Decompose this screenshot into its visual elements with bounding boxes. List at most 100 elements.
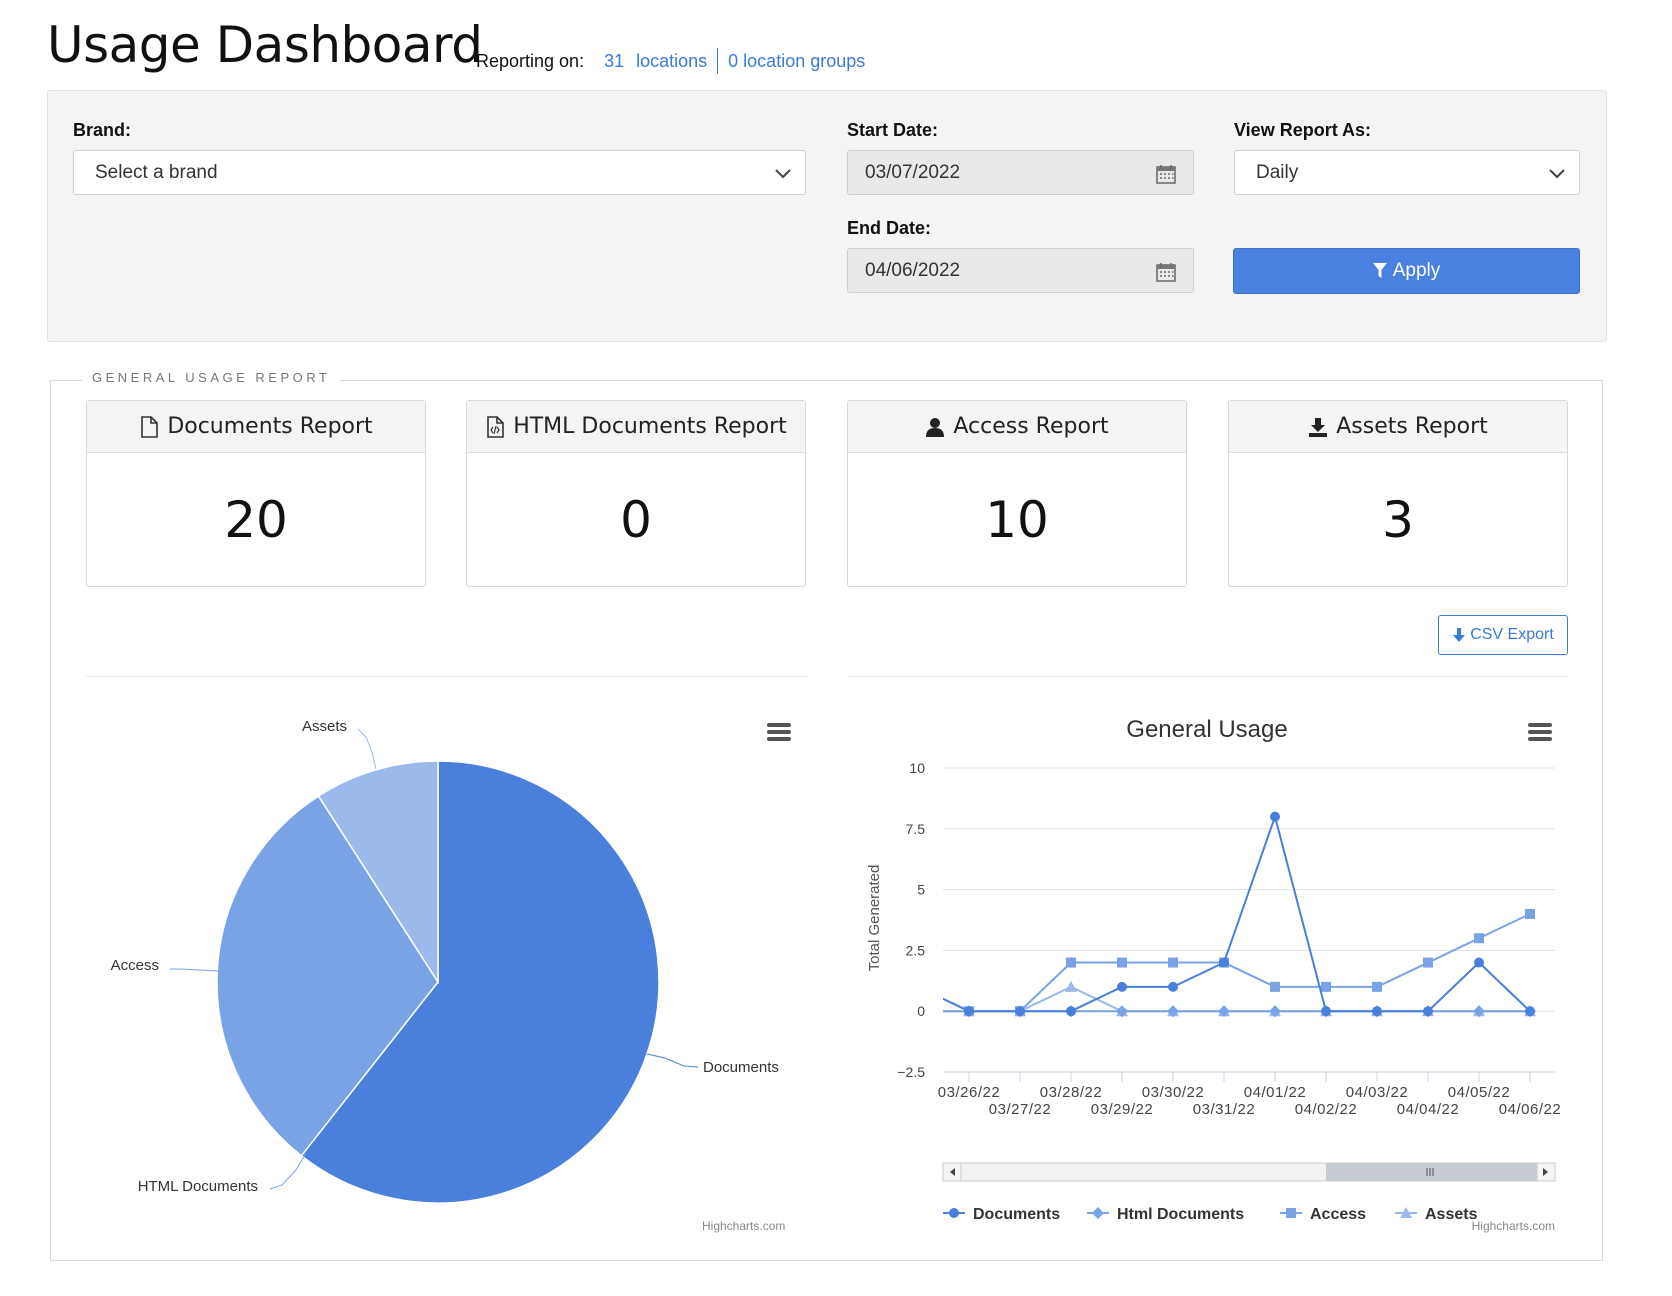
html-documents-point[interactable] [1269,1005,1281,1018]
y-tick-label: 5 [917,882,925,898]
divider [847,676,1568,677]
scrollbar-thumb[interactable] [1326,1163,1537,1181]
chart-scrollbar[interactable] [942,1162,1556,1182]
x-tick-label: 04/01/22 [1244,1084,1306,1101]
access-point[interactable] [1372,981,1382,992]
card-header: Assets Report [1229,401,1567,453]
documents-point[interactable] [1270,811,1280,822]
divider [717,48,719,74]
start-date-value: 03/07/2022 [865,161,961,183]
card-header: Documents Report [87,401,425,453]
html-documents-point[interactable] [1116,1005,1128,1018]
documents-point[interactable] [1219,957,1229,968]
pie-slice-documents[interactable] [300,760,660,1204]
x-tick-label: 04/03/22 [1346,1084,1408,1101]
line-chart-y-axis-title: Total Generated [866,865,883,972]
page-title: Usage Dashboard [47,16,483,74]
access-point[interactable] [1168,957,1178,968]
card-title: Access Report [953,414,1109,439]
line-credit[interactable]: Highcharts.com [1472,1219,1555,1233]
start-date-input[interactable]: 03/07/2022 [847,150,1194,195]
view-as-select[interactable]: Daily [1234,150,1580,195]
documents-point[interactable] [1372,1006,1382,1017]
access-point[interactable] [1423,957,1433,968]
locations-link[interactable]: locations [636,50,708,71]
pie-credit[interactable]: Highcharts.com [702,1219,785,1233]
x-tick-label: 03/29/22 [1091,1101,1153,1118]
legend-label: Access [1310,1206,1366,1223]
grip-icon [1426,1168,1434,1176]
documents-point[interactable] [1321,1006,1331,1017]
end-date-label: End Date: [847,218,932,238]
documents-point[interactable] [964,1006,974,1017]
html-documents-point[interactable] [1218,1005,1230,1018]
csv-export-button[interactable]: CSV Export [1438,615,1568,655]
line-chart: General Usage Total Generated 10 7.5 5 2.5 0 −2… [866,716,1561,1118]
card-value: 3 [1382,491,1414,549]
legend-label: Documents [973,1206,1060,1223]
line-chart-menu-icon[interactable] [1528,723,1552,741]
legend-assets-point[interactable] [1400,1207,1412,1218]
series-documents [943,811,1535,1017]
pie-slice-access[interactable] [216,795,439,1157]
filter-icon [1372,263,1387,278]
access-point[interactable] [1474,933,1484,944]
pie-connector-documents [646,1053,699,1068]
legend-access-point[interactable] [1286,1208,1296,1218]
access-point[interactable] [1117,957,1127,968]
pie-slice-assets[interactable] [317,760,439,985]
apply-button-label: Apply [1392,260,1441,281]
view-as-label: View Report As: [1234,120,1372,140]
legend-label: Assets [1425,1206,1478,1223]
html-documents-point[interactable] [1473,1005,1485,1018]
x-tick-label: 04/04/22 [1397,1101,1459,1118]
documents-point[interactable] [1015,1006,1025,1017]
documents-point[interactable] [1423,1006,1433,1017]
legend-item-assets[interactable]: Assets [1395,1206,1478,1223]
pie-chart: Documents HTML Documents Access Assets [111,718,779,1204]
access-report-card: Access Report 10 [847,400,1187,587]
y-tick-label: −2.5 [897,1064,925,1080]
filter-panel [47,90,1607,342]
access-point[interactable] [1270,981,1280,992]
x-tick-label: 03/31/22 [1193,1101,1255,1118]
x-tick-label: 03/28/22 [1040,1084,1102,1101]
reporting-label: Reporting on: [476,50,585,71]
documents-point[interactable] [1525,1006,1535,1017]
start-date-label: Start Date: [847,120,939,140]
documents-point[interactable] [1168,981,1178,992]
assets-point[interactable] [1065,980,1077,992]
documents-point[interactable] [1474,957,1484,968]
apply-button[interactable]: Apply [1233,248,1580,294]
documents-point[interactable] [1117,981,1127,992]
calendar-icon[interactable] [1155,163,1177,185]
access-point[interactable] [1321,981,1331,992]
reporting-summary: Reporting on: 31 locations 0 location gr… [476,48,865,74]
brand-select[interactable]: Select a brand [73,150,806,195]
access-point[interactable] [1066,957,1076,968]
legend-item-html-documents[interactable]: Html Documents [1087,1206,1244,1223]
pie-chart-menu-icon[interactable] [767,723,791,741]
location-groups-link[interactable]: 0 location groups [728,50,866,71]
pie-label-html-documents: HTML Documents [138,1178,258,1195]
divider [86,676,808,677]
brand-select-value: Select a brand [95,161,218,183]
legend-documents-point[interactable] [949,1208,959,1218]
chevron-down-icon [775,169,791,179]
series-line-documents [943,813,1531,1013]
arrow-down-icon [1453,628,1466,642]
y-tick-label: 10 [909,760,925,776]
locations-count-link[interactable]: 31 [604,50,625,71]
documents-point[interactable] [1066,1006,1076,1017]
pie-connector-html-documents [269,1152,307,1190]
end-date-input[interactable]: 04/06/2022 [847,248,1194,293]
html-documents-point[interactable] [1167,1005,1179,1018]
legend-item-access[interactable]: Access [1280,1206,1366,1223]
calendar-icon[interactable] [1155,261,1177,283]
y-tick-label: 7.5 [906,821,926,837]
legend-item-documents[interactable]: Documents [943,1206,1060,1223]
user-icon [926,417,945,437]
legend-html-documents-point[interactable] [1092,1207,1104,1219]
access-point[interactable] [1525,908,1535,919]
